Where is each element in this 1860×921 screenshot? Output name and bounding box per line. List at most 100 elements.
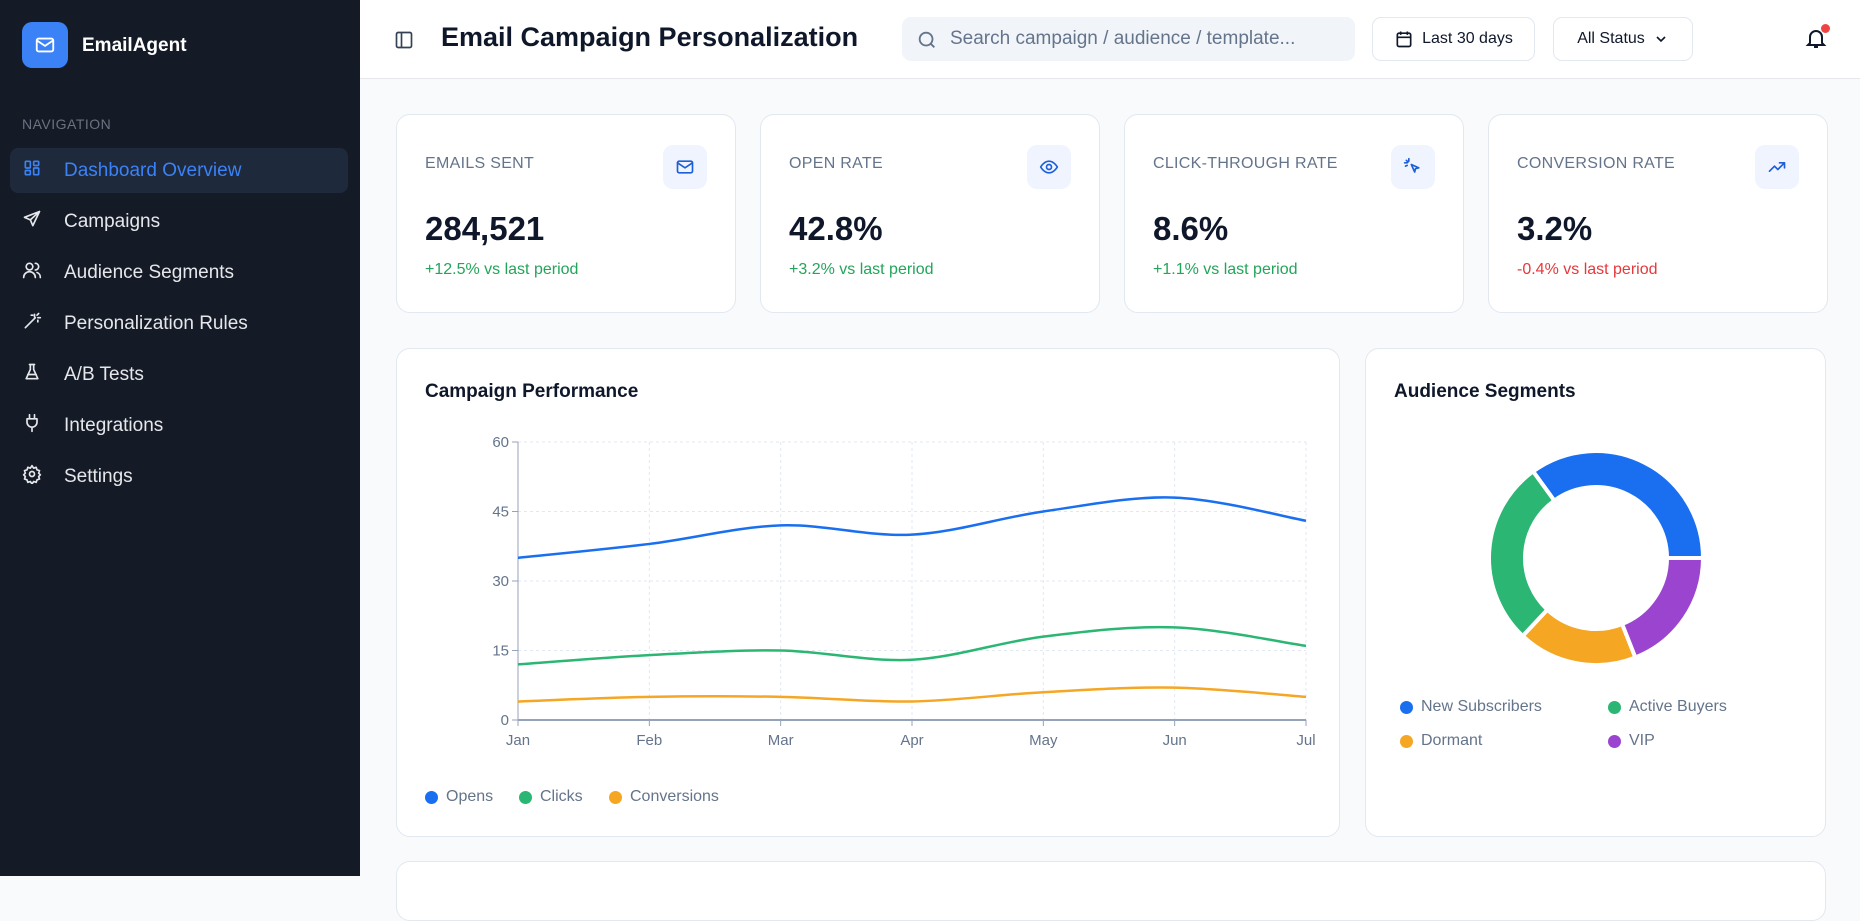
logo-mail-icon — [22, 22, 68, 68]
legend-item: Dormant — [1400, 732, 1482, 750]
y-tick-label: 0 — [501, 712, 509, 729]
x-tick-label: Feb — [636, 732, 662, 749]
sidebar-item-audience-segments[interactable]: Audience Segments — [10, 250, 348, 295]
date-range-button[interactable]: Last 30 days — [1372, 17, 1535, 61]
x-tick-label: Jul — [1296, 732, 1315, 749]
sidebar: EmailAgent NAVIGATION Dashboard Overview… — [0, 0, 360, 876]
plug-icon — [22, 413, 64, 439]
sidebar-item-label: Personalization Rules — [64, 312, 248, 334]
legend-label: Conversions — [630, 788, 719, 805]
status-filter-dropdown[interactable]: All Status — [1553, 17, 1693, 61]
donut-slice-new-subscribers — [1530, 449, 1706, 560]
sidebar-item-label: Dashboard Overview — [64, 159, 242, 181]
x-tick-label: Jun — [1163, 732, 1187, 749]
y-tick-label: 15 — [492, 643, 509, 660]
legend-swatch — [519, 790, 532, 804]
x-tick-label: Apr — [900, 732, 923, 749]
mail-icon — [663, 145, 707, 189]
kpi-card: OPEN RATE 42.8% +3.2% vs last period — [760, 114, 1100, 313]
kpi-label: OPEN RATE — [789, 155, 883, 172]
chevron-down-icon — [1656, 36, 1666, 43]
sidebar-item-dashboard-overview[interactable]: Dashboard Overview — [10, 148, 348, 193]
kpi-card: CONVERSION RATE 3.2% -0.4% vs last perio… — [1488, 114, 1828, 313]
y-tick-label: 30 — [492, 573, 509, 590]
dashboard-icon — [22, 158, 64, 184]
app-name: EmailAgent — [82, 35, 187, 56]
users-icon — [22, 260, 64, 286]
legend-swatch — [1400, 700, 1413, 714]
legend-swatch — [1400, 734, 1413, 748]
sidebar-item-personalization-rules[interactable]: Personalization Rules — [10, 301, 348, 346]
donut-slice-vip — [1619, 556, 1706, 661]
audience-segments-card: Audience Segments New Subscribers Active … — [1365, 348, 1826, 837]
trending-up-icon — [1755, 145, 1799, 189]
donut-slice-dormant — [1519, 606, 1638, 667]
legend-item: VIP — [1608, 732, 1655, 750]
legend-label: Dormant — [1421, 732, 1483, 749]
sidebar-item-label: Campaigns — [64, 210, 161, 232]
kpi-delta: +12.5% vs last period — [425, 261, 579, 278]
legend-swatch — [609, 790, 622, 804]
kpi-value: 8.6% — [1153, 210, 1229, 247]
date-range-label: Last 30 days — [1422, 30, 1513, 47]
kpi-value: 3.2% — [1517, 210, 1593, 247]
kpi-card: CLICK-THROUGH RATE 8.6% +1.1% vs last pe… — [1124, 114, 1464, 313]
calendar-icon — [1396, 31, 1412, 48]
kpi-card: EMAILS SENT 284,521 +12.5% vs last perio… — [396, 114, 736, 313]
legend-label: Active Buyers — [1629, 698, 1727, 715]
eye-icon — [1027, 145, 1071, 189]
gear-icon — [22, 464, 64, 490]
kpi-label: CLICK-THROUGH RATE — [1153, 155, 1338, 172]
page-title: Email Campaign Personalization — [441, 22, 859, 52]
legend-item: Opens — [425, 788, 493, 806]
sidebar-item-label: A/B Tests — [64, 363, 144, 385]
sidebar-item-label: Integrations — [64, 414, 164, 436]
kpi-label: EMAILS SENT — [425, 155, 535, 172]
legend-label: VIP — [1629, 732, 1655, 749]
x-tick-label: Jan — [506, 732, 530, 749]
pointer-click-icon — [1391, 145, 1435, 189]
sidebar-toggle-icon[interactable] — [394, 30, 414, 55]
legend-item: Active Buyers — [1608, 698, 1727, 716]
legend-label: Opens — [446, 788, 494, 805]
sidebar-item-a-b-tests[interactable]: A/B Tests — [10, 352, 348, 397]
sidebar-item-label: Settings — [64, 465, 133, 487]
sidebar-item-campaigns[interactable]: Campaigns — [10, 199, 348, 244]
kpi-label: CONVERSION RATE — [1517, 155, 1675, 172]
series-line-clicks — [517, 625, 1307, 666]
bottom-card — [396, 861, 1826, 921]
notification-badge — [1821, 24, 1830, 33]
kpi-delta: -0.4% vs last period — [1517, 261, 1658, 278]
series-line-opens — [517, 496, 1307, 560]
sidebar-item-settings[interactable]: Settings — [10, 454, 348, 499]
legend-item: New Subscribers — [1400, 698, 1542, 716]
kpi-delta: +1.1% vs last period — [1153, 261, 1298, 278]
notifications-button[interactable] — [1804, 24, 1830, 55]
legend-item: Conversions — [609, 788, 719, 806]
flask-icon — [22, 362, 64, 388]
sidebar-item-label: Audience Segments — [64, 261, 235, 283]
legend-swatch — [1608, 734, 1621, 748]
kpi-value: 42.8% — [789, 210, 883, 247]
y-tick-label: 45 — [492, 504, 509, 521]
status-filter-label: All Status — [1577, 30, 1645, 47]
y-tick-label: 60 — [492, 434, 509, 451]
search-icon — [918, 31, 935, 48]
chart-title: Audience Segments — [1394, 381, 1576, 402]
x-tick-label: Mar — [768, 732, 794, 749]
bell-icon — [1805, 30, 1827, 48]
wand-icon — [22, 311, 64, 337]
legend-swatch — [1608, 700, 1621, 714]
search-input[interactable]: Search campaign / audience / template... — [902, 17, 1355, 61]
kpi-value: 284,521 — [425, 210, 545, 247]
legend-item: Clicks — [519, 788, 583, 806]
x-tick-label: May — [1029, 732, 1058, 749]
sidebar-item-integrations[interactable]: Integrations — [10, 403, 348, 448]
line-chart: 0 15 30 45 60 Jan Feb Mar Apr May Jun Jul — [492, 434, 1315, 749]
nav-section-label: NAVIGATION — [22, 116, 112, 132]
legend-label: Clicks — [540, 788, 583, 805]
campaign-performance-card: Campaign Performance 0 15 30 45 60 Jan Feb Mar A… — [396, 348, 1340, 837]
send-icon — [22, 209, 64, 235]
search-placeholder: Search campaign / audience / template... — [950, 28, 1296, 49]
legend-label: New Subscribers — [1421, 698, 1542, 715]
